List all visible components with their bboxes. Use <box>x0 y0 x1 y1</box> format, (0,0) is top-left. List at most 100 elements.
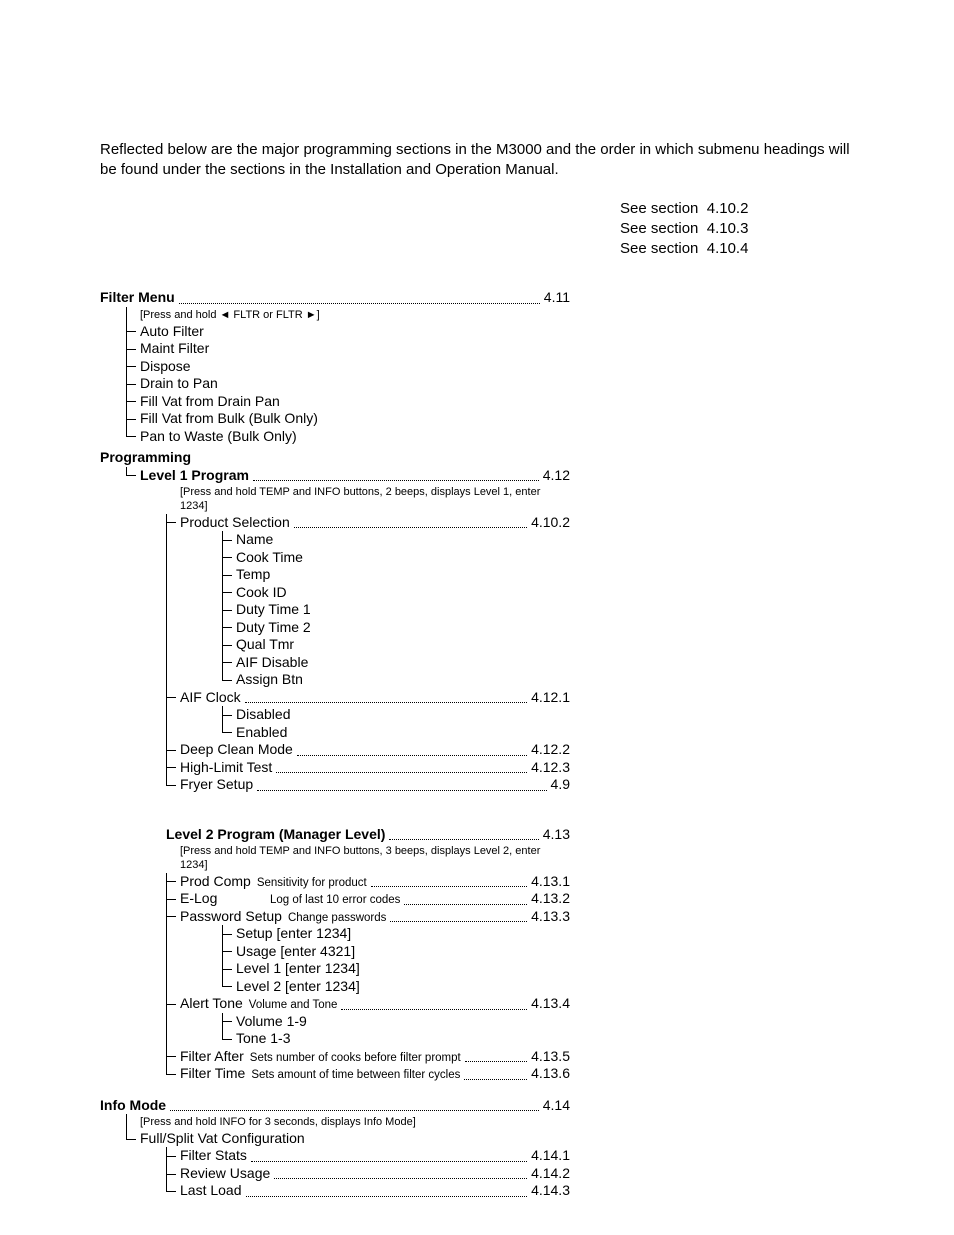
leader-dots <box>294 527 527 528</box>
review-usage-row: Review Usage 4.14.2 <box>166 1165 570 1183</box>
see-section-prefix: See section <box>620 239 698 259</box>
item-label: Dispose <box>140 358 191 374</box>
item-desc: Sensitivity for product <box>257 876 367 890</box>
product-selection-ref: 4.10.2 <box>531 514 570 532</box>
leader-dots <box>170 1110 539 1111</box>
item-label: Maint Filter <box>140 340 209 356</box>
ps-item: Qual Tmr <box>222 636 570 654</box>
filter-menu-item: Maint Filter <box>126 340 570 358</box>
filter-menu-item: Fill Vat from Drain Pan <box>126 393 570 411</box>
item-label: Duty Time 2 <box>236 619 311 635</box>
at-item: Tone 1-3 <box>222 1030 570 1048</box>
elog-row: E-Log Log of last 10 error codes 4.13.2 <box>166 890 570 908</box>
filter-menu-heading: Filter Menu 4.11 <box>100 289 570 307</box>
item-label: Auto Filter <box>140 323 204 339</box>
item-label: Alert Tone <box>180 995 243 1013</box>
leader-dots <box>246 1196 528 1197</box>
item-label: Setup [enter 1234] <box>236 925 351 941</box>
item-label: Filter After <box>180 1048 244 1066</box>
item-label: Disabled <box>236 706 290 722</box>
item-label: Temp <box>236 566 270 582</box>
filter-menu-item: Fill Vat from Bulk (Bulk Only) <box>126 410 570 428</box>
ps-item: Duty Time 2 <box>222 619 570 637</box>
filter-menu-note: [Press and hold ◄ FLTR or FLTR ►] <box>140 309 570 323</box>
item-label: Qual Tmr <box>236 636 294 652</box>
item-ref: 4.9 <box>551 776 570 794</box>
item-desc: Sets amount of time between filter cycle… <box>251 1068 460 1082</box>
filter-menu-item: Pan to Waste (Bulk Only) <box>126 428 570 446</box>
item-ref: 4.12.3 <box>531 759 570 777</box>
leader-dots <box>297 755 527 756</box>
password-setup-row: Password Setup Change passwords 4.13.3 <box>166 908 570 926</box>
see-section-ref: 4.10.3 <box>707 219 749 239</box>
level2-heading: Level 2 Program (Manager Level) 4.13 <box>166 826 570 844</box>
at-item: Volume 1-9 <box>222 1013 570 1031</box>
item-desc: Sets number of cooks before filter promp… <box>250 1051 461 1065</box>
item-desc: Change passwords <box>288 911 386 925</box>
item-label: Cook Time <box>236 549 303 565</box>
ps-item: Name <box>222 531 570 549</box>
ps-item: Cook ID <box>222 584 570 602</box>
leader-dots <box>253 480 539 481</box>
product-selection-children: Name Cook Time Temp Cook ID Duty Time 1 … <box>166 531 570 689</box>
info-mode-ref: 4.14 <box>543 1097 570 1115</box>
ps-item: Duty Time 1 <box>222 601 570 619</box>
item-label: Level 1 [enter 1234] <box>236 960 360 976</box>
leader-dots <box>389 839 538 840</box>
level2-note: [Press and hold TEMP and INFO buttons, 3… <box>180 845 570 873</box>
see-section-row: See section 4.10.4 <box>620 239 864 259</box>
item-desc: Volume and Tone <box>249 998 338 1012</box>
item-label: Filter Stats <box>180 1147 247 1165</box>
item-label: Name <box>236 531 273 547</box>
leader-dots <box>464 1079 527 1080</box>
last-load-row: Last Load 4.14.3 <box>166 1182 570 1200</box>
high-limit-row: High-Limit Test 4.12.3 <box>166 759 570 777</box>
leader-dots <box>276 772 527 773</box>
item-label: Enabled <box>236 724 287 740</box>
level1-ref: 4.12 <box>543 467 570 485</box>
item-label: Assign Btn <box>236 671 303 687</box>
aif-item: Enabled <box>222 724 570 742</box>
item-label: High-Limit Test <box>180 759 272 777</box>
filter-after-row: Filter After Sets number of cooks before… <box>166 1048 570 1066</box>
item-ref: 4.14.3 <box>531 1182 570 1200</box>
item-label: Prod Comp <box>180 873 251 891</box>
item-ref: 4.14.2 <box>531 1165 570 1183</box>
fryer-setup-row: Fryer Setup 4.9 <box>166 776 570 794</box>
leader-dots <box>465 1061 527 1062</box>
item-label: Level 2 [enter 1234] <box>236 978 360 994</box>
level1-heading: Level 1 Program 4.12 <box>126 467 570 485</box>
item-label: Fill Vat from Drain Pan <box>140 393 280 409</box>
ps-item: Temp <box>222 566 570 584</box>
aif-clock-ref: 4.12.1 <box>531 689 570 707</box>
ps-item: Assign Btn <box>222 671 570 689</box>
item-ref: 4.12.2 <box>531 741 570 759</box>
alert-tone-row: Alert Tone Volume and Tone 4.13.4 <box>166 995 570 1013</box>
ps-item: AIF Disable <box>222 654 570 672</box>
info-mode-title: Info Mode <box>100 1097 166 1115</box>
pw-item: Level 1 [enter 1234] <box>222 960 570 978</box>
see-section-row: See section 4.10.3 <box>620 219 864 239</box>
item-label: Fryer Setup <box>180 776 253 794</box>
leader-dots <box>390 921 527 922</box>
leader-dots <box>257 790 546 791</box>
vat-config-row: Full/Split Vat Configuration <box>126 1130 570 1148</box>
leader-dots <box>179 303 540 304</box>
leader-dots <box>341 1009 527 1010</box>
item-ref: 4.13.6 <box>531 1065 570 1083</box>
ps-item: Cook Time <box>222 549 570 567</box>
item-label: Usage [enter 4321] <box>236 943 355 959</box>
filter-menu-title: Filter Menu <box>100 289 175 307</box>
filter-time-row: Filter Time Sets amount of time between … <box>166 1065 570 1083</box>
filter-stats-row: Filter Stats 4.14.1 <box>166 1147 570 1165</box>
leader-dots <box>371 886 527 887</box>
filter-menu-item: Auto Filter <box>126 323 570 341</box>
item-ref: 4.14.1 <box>531 1147 570 1165</box>
item-label: Volume 1-9 <box>236 1013 307 1029</box>
product-selection-heading: Product Selection 4.10.2 <box>166 514 570 532</box>
item-label: Tone 1-3 <box>236 1030 290 1046</box>
item-ref: 4.13.3 <box>531 908 570 926</box>
item-label: Pan to Waste (Bulk Only) <box>140 428 297 444</box>
see-section-row: See section 4.10.2 <box>620 199 864 219</box>
item-label: Review Usage <box>180 1165 270 1183</box>
